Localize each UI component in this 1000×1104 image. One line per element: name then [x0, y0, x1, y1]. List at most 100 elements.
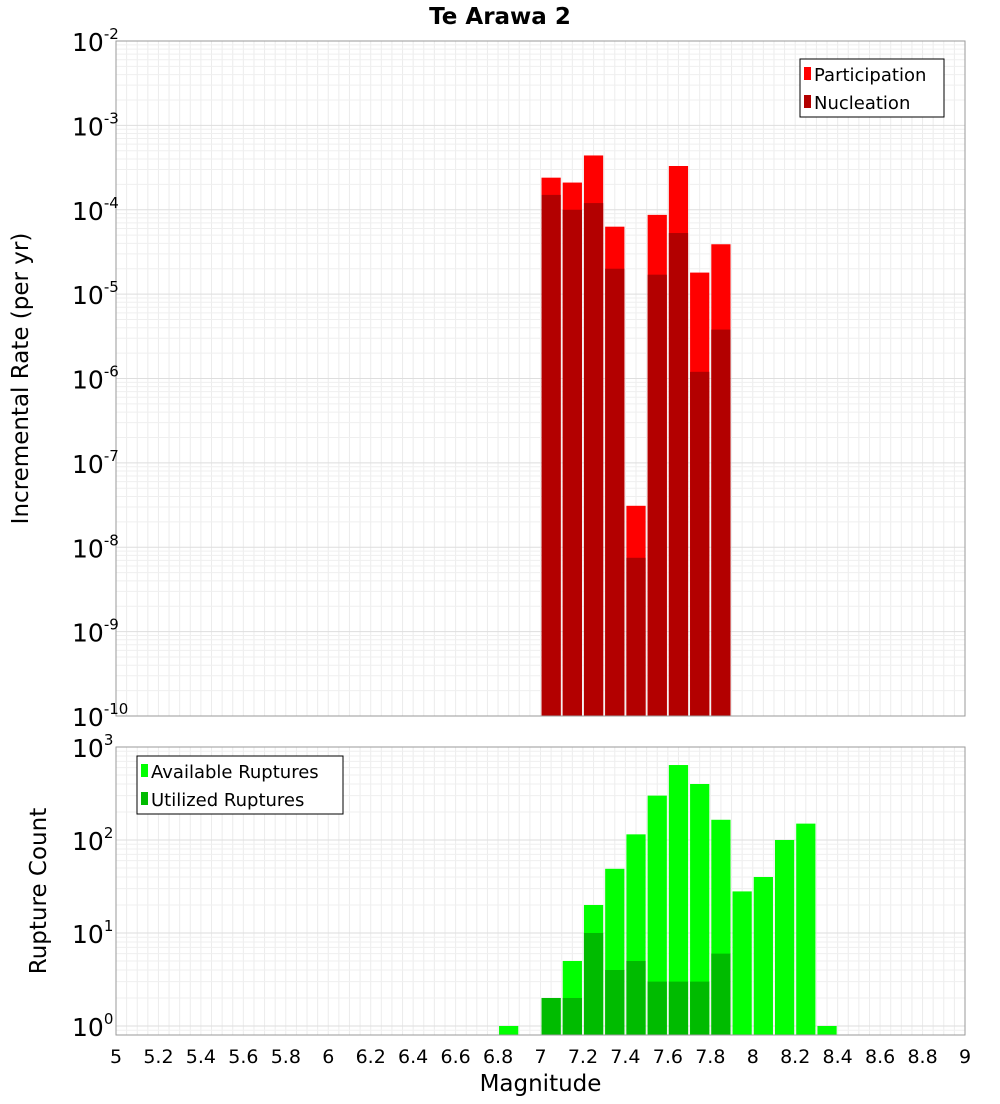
y-tick-exponent: -3: [104, 109, 119, 127]
y-tick-exponent: -7: [104, 447, 119, 465]
overlay-bar-nucleation: [668, 233, 689, 716]
legend-swatch: [141, 792, 148, 805]
overlay-bar-nucleation: [690, 371, 710, 716]
chart-title: Te Arawa 2: [429, 4, 571, 30]
x-tick-label: 9: [959, 1046, 971, 1068]
x-tick-label: 8.6: [865, 1046, 895, 1068]
y-tick-base: 10: [72, 450, 104, 479]
x-tick-label: 6.6: [440, 1046, 470, 1068]
overlay-bar-nucleation: [562, 209, 582, 716]
y-tick-exponent: 3: [104, 731, 114, 749]
overlay-bar-utilized-ruptures: [626, 960, 646, 1035]
x-tick-label: 5.8: [271, 1046, 301, 1068]
overlay-bar-nucleation: [541, 194, 561, 716]
y-tick-base: 10: [72, 920, 104, 949]
overlay-bar-nucleation: [626, 557, 646, 716]
panel-1: 10-1010-910-810-710-610-510-410-310-2Inc…: [8, 25, 966, 732]
y-tick-base: 10: [72, 827, 104, 856]
legend-label: Available Ruptures: [151, 762, 319, 783]
x-tick-label: 5.4: [186, 1046, 216, 1068]
x-tick-label: 6.4: [398, 1046, 428, 1068]
y-tick-base: 10: [72, 703, 104, 732]
x-tick-label: 5: [110, 1046, 122, 1068]
overlay-bar-utilized-ruptures: [562, 997, 582, 1035]
bar-available-ruptures: [817, 1025, 837, 1035]
y-tick-base: 10: [72, 28, 104, 57]
y-axis-label: Rupture Count: [26, 808, 52, 974]
y-tick-base: 10: [72, 281, 104, 310]
plot-frame: [115, 746, 966, 1036]
x-tick-label: 7.6: [653, 1046, 683, 1068]
x-tick-label: 6.8: [483, 1046, 513, 1068]
legend-label: Nucleation: [814, 93, 910, 114]
bar-available-ruptures: [499, 1025, 519, 1035]
y-tick-exponent: -2: [104, 25, 119, 43]
x-tick-label: 6: [322, 1046, 334, 1068]
legend-swatch: [804, 95, 811, 108]
y-tick-exponent: -6: [104, 363, 119, 381]
x-tick-label: 7: [534, 1046, 546, 1068]
overlay-bar-nucleation: [605, 268, 625, 716]
overlay-bar-nucleation: [711, 329, 731, 716]
y-tick-exponent: -10: [104, 700, 129, 718]
bar-available-ruptures: [732, 891, 752, 1035]
overlay-bar-nucleation: [647, 274, 667, 716]
legend-label: Utilized Ruptures: [151, 790, 304, 811]
y-tick-base: 10: [72, 112, 104, 141]
y-tick-exponent: -8: [104, 531, 119, 549]
y-tick-label: 10-9: [72, 616, 119, 648]
x-tick-label: 5.2: [143, 1046, 173, 1068]
x-axis-label: Magnitude: [480, 1071, 602, 1097]
bar-available-ruptures: [796, 823, 816, 1035]
overlay-bar-nucleation: [583, 203, 604, 716]
overlay-bar-utilized-ruptures: [690, 981, 710, 1035]
x-tick-label: 6.2: [356, 1046, 386, 1068]
x-tick-label: 8.8: [907, 1046, 937, 1068]
x-tick-label: 8.2: [780, 1046, 810, 1068]
x-tick-label: 7.8: [695, 1046, 725, 1068]
y-tick-base: 10: [72, 366, 104, 395]
x-tick-label: 8: [747, 1046, 759, 1068]
legend-box: [136, 755, 344, 815]
y-tick-label: 100: [72, 1010, 113, 1042]
y-tick-label: 10-4: [72, 194, 119, 226]
y-tick-base: 10: [72, 197, 104, 226]
y-tick-exponent: -5: [104, 278, 119, 296]
y-tick-exponent: -4: [104, 194, 119, 212]
legend-box: [799, 58, 945, 118]
x-tick-label: 7.4: [610, 1046, 640, 1068]
y-tick-base: 10: [72, 1013, 104, 1042]
y-tick-label: 103: [72, 731, 113, 763]
legend: Available Ruptures Utilized Ruptures: [136, 755, 344, 815]
plot-frame: [115, 40, 966, 717]
bar-available-ruptures: [774, 839, 795, 1035]
y-tick-label: 10-7: [72, 447, 119, 479]
bar-available-ruptures: [647, 795, 667, 1035]
y-tick-label: 101: [72, 917, 113, 949]
y-tick-exponent: 2: [104, 824, 114, 842]
overlay-bar-utilized-ruptures: [605, 969, 625, 1035]
y-tick-exponent: -9: [104, 616, 119, 634]
y-tick-base: 10: [72, 534, 104, 563]
y-tick-label: 102: [72, 824, 113, 856]
y-tick-base: 10: [72, 619, 104, 648]
overlay-bar-utilized-ruptures: [647, 981, 667, 1035]
y-tick-base: 10: [72, 734, 104, 763]
overlay-bar-utilized-ruptures: [541, 997, 561, 1035]
y-tick-exponent: 1: [104, 917, 114, 935]
legend-swatch: [141, 764, 148, 777]
y-tick-label: 10-5: [72, 278, 119, 310]
y-tick-exponent: 0: [104, 1010, 114, 1028]
overlay-bar-utilized-ruptures: [668, 981, 689, 1035]
legend-label: Participation: [814, 65, 926, 86]
legend: Participation Nucleation: [799, 58, 945, 118]
bar-available-ruptures: [668, 765, 689, 1035]
y-tick-label: 10-2: [72, 25, 119, 57]
overlay-bar-utilized-ruptures: [711, 953, 731, 1035]
y-tick-label: 10-3: [72, 109, 119, 141]
y-tick-label: 10-10: [72, 700, 128, 732]
x-tick-label: 8.4: [823, 1046, 853, 1068]
